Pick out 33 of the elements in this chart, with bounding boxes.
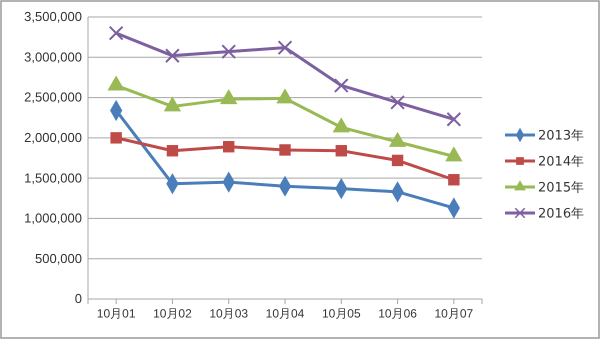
point bbox=[223, 141, 234, 152]
point bbox=[336, 145, 347, 156]
y-tick-label: 1,500,000 bbox=[24, 170, 82, 186]
y-tick-label: 500,000 bbox=[35, 250, 82, 266]
legend-label: 2016年 bbox=[538, 206, 584, 222]
x-tick-label: 10月05 bbox=[322, 306, 361, 321]
point bbox=[392, 154, 404, 166]
point bbox=[448, 174, 460, 186]
point bbox=[108, 26, 124, 41]
point bbox=[164, 48, 180, 64]
x-tick-label: 10月03 bbox=[209, 306, 248, 321]
point bbox=[446, 112, 462, 127]
x-tick-label: 10月04 bbox=[266, 306, 305, 321]
y-tick-label: 0 bbox=[74, 291, 82, 306]
x-tick-label: 10月07 bbox=[434, 306, 474, 321]
point bbox=[279, 144, 291, 156]
point bbox=[278, 40, 292, 56]
y-tick-label: 2,000,000 bbox=[24, 130, 82, 146]
point bbox=[221, 44, 236, 60]
point bbox=[334, 78, 349, 93]
legend-label: 2013年 bbox=[538, 128, 584, 144]
y-tick-label: 3,500,000 bbox=[24, 9, 82, 24]
legend-label: 2014年 bbox=[538, 154, 584, 170]
point bbox=[390, 94, 406, 110]
x-tick-label: 10月02 bbox=[153, 306, 192, 321]
legend-label: 2015年 bbox=[538, 180, 584, 196]
y-tick-label: 1,000,000 bbox=[24, 210, 82, 226]
point bbox=[110, 132, 122, 144]
y-tick-label: 3,000,000 bbox=[24, 49, 82, 64]
y-tick-label: 2,500,000 bbox=[24, 90, 82, 105]
x-tick-label: 10月06 bbox=[378, 306, 418, 321]
x-tick-label: 10月01 bbox=[96, 306, 136, 321]
point bbox=[166, 145, 178, 156]
